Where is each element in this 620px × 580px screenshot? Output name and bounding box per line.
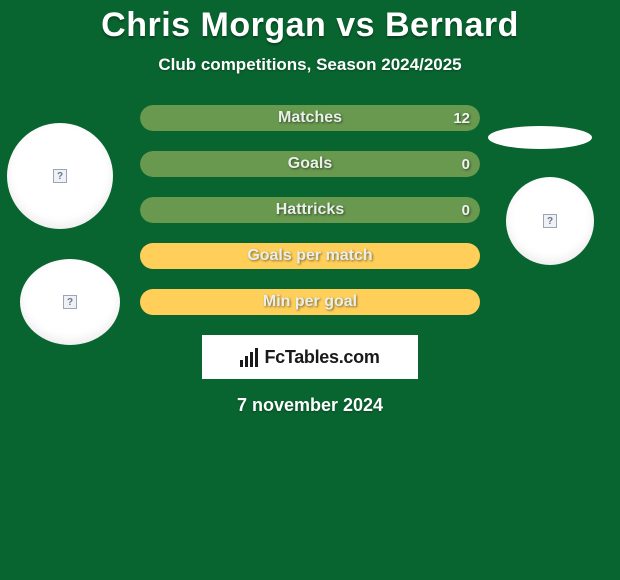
comparison-title: Chris Morgan vs Bernard — [0, 0, 620, 45]
snapshot-date: 7 november 2024 — [0, 395, 620, 416]
brand-text: FcTables.com — [264, 347, 379, 368]
stat-bar-value: 0 — [462, 197, 470, 223]
stat-bar-value: 0 — [462, 151, 470, 177]
barchart-icon — [240, 347, 258, 367]
stat-bar-value: 12 — [453, 105, 470, 131]
stats-bars: Matches12Goals0Hattricks0Goals per match… — [140, 105, 480, 315]
stat-bar: Matches12 — [140, 105, 480, 131]
player-avatar-placeholder — [7, 123, 113, 229]
stat-bar: Goals per match — [140, 243, 480, 269]
stat-bar: Min per goal — [140, 289, 480, 315]
stat-bar: Goals0 — [140, 151, 480, 177]
stat-bar-label: Min per goal — [140, 289, 480, 315]
player-avatar-placeholder — [506, 177, 594, 265]
stat-bar-label: Goals — [140, 151, 480, 177]
comparison-subtitle: Club competitions, Season 2024/2025 — [0, 55, 620, 75]
stat-bar: Hattricks0 — [140, 197, 480, 223]
stat-bar-label: Matches — [140, 105, 480, 131]
broken-image-icon — [63, 295, 77, 309]
broken-image-icon — [53, 169, 67, 183]
broken-image-icon — [543, 214, 557, 228]
decor-oval — [488, 126, 592, 149]
stat-bar-label: Hattricks — [140, 197, 480, 223]
stat-bar-label: Goals per match — [140, 243, 480, 269]
brand-box: FcTables.com — [202, 335, 418, 379]
player-avatar-placeholder — [20, 259, 120, 345]
